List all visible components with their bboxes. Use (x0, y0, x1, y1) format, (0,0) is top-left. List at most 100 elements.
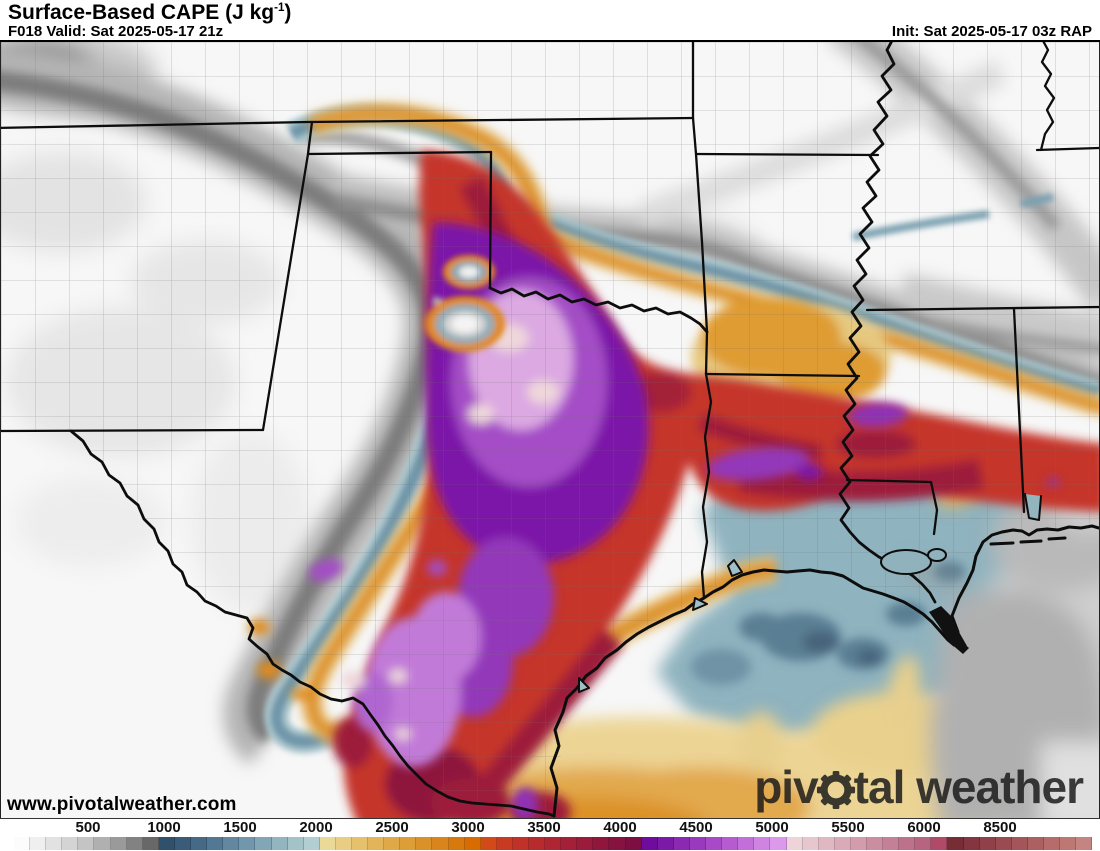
cape-map-canvas (1, 42, 1099, 818)
colorbar-segment (706, 837, 723, 850)
colorbar-segment (255, 837, 272, 850)
title-close: ) (284, 1, 292, 24)
colorbar-segment (271, 837, 288, 850)
logo-suffix: tal (853, 761, 906, 813)
rivers (69, 42, 937, 818)
colorbar-tick-label: 5500 (831, 819, 865, 836)
colorbar-segment (770, 837, 787, 850)
colorbar-segment (30, 837, 47, 850)
colorbar-segment (368, 837, 385, 850)
colorbar-segment (351, 837, 369, 850)
colorbar-segment (14, 837, 31, 850)
colorbar-segment (963, 837, 980, 850)
colorbar-segment (625, 837, 642, 850)
colorbar-segment (448, 837, 465, 850)
slate-blobs (691, 562, 965, 685)
pivotal-weather-logo: piv tal weather (754, 760, 1084, 814)
colorbar-segment (400, 837, 417, 850)
colorbar-segment (191, 837, 208, 850)
colorbar-segment (738, 837, 755, 850)
colorbar-segment (786, 837, 803, 850)
lakes-and-bays (578, 493, 1042, 693)
colorbar-segment (319, 837, 336, 850)
colorbar-segment (239, 837, 256, 850)
colorbar-segment (496, 837, 513, 850)
colorbar-tick-label: 2000 (299, 819, 333, 836)
colorbar-segment (883, 837, 900, 850)
init-time-label: Init: Sat 2025-05-17 03z RAP (891, 23, 1092, 40)
colorbar-segment (174, 837, 192, 850)
colorbar-footer: 500 1000 1500 2000 2500 3000 3500 4000 4500 5000 5… (0, 818, 1100, 851)
colorbar-tick-label: 2500 (375, 819, 409, 836)
colorbar-segment (689, 837, 707, 850)
colorbar-segment (110, 837, 127, 850)
header-bar: Surface-Based CAPE (J kg-1) F018 Valid: … (0, 0, 1100, 42)
colorbar-tick-label: 500 (75, 819, 101, 836)
colorbar-segment (866, 837, 884, 850)
colorbar-segment (78, 837, 95, 850)
colorbar-segment (834, 837, 851, 850)
colorbar-segment (529, 837, 546, 850)
colorbar-tick-label: 6000 (907, 819, 941, 836)
colorbar-segment (46, 837, 63, 850)
colorbar-tick-label: 4000 (603, 819, 637, 836)
colorbar-segment (432, 837, 449, 850)
colorbar-segment (1027, 837, 1044, 850)
coastline (549, 524, 1099, 818)
colorbar-segment (223, 837, 240, 850)
colorbar-segment (641, 837, 658, 850)
colorbar-segment (979, 837, 996, 850)
watermark-url: www.pivotalweather.com (7, 794, 237, 815)
colorbar-segment (1076, 837, 1093, 850)
colorbar-segment (931, 837, 948, 850)
colorbar-segment (577, 837, 594, 850)
colorbar-segment (561, 837, 578, 850)
colorbar-labels: 500 1000 1500 2000 2500 3000 3500 4000 4500 5000 5… (0, 819, 1100, 836)
colorbar-segment (1011, 837, 1028, 850)
colorbar-segment (899, 837, 916, 850)
colorbar-segment (995, 837, 1012, 850)
gear-icon (816, 770, 855, 810)
colorbar-segment (287, 837, 304, 850)
colorbar-segment (207, 837, 224, 850)
colorbar-segment (384, 837, 401, 850)
colorbar-segment (850, 837, 867, 850)
colorbar-segment (1044, 837, 1061, 850)
colorbar-segment (722, 837, 739, 850)
colorbar-tick-label: 3000 (451, 819, 485, 836)
colorbar-segment (142, 837, 159, 850)
colorbar-segment (126, 837, 143, 850)
logo-second-word: weather (916, 761, 1084, 813)
title-text: Surface-Based CAPE (J kg (8, 1, 275, 24)
cape-map: www.pivotalweather.com piv tal weather (0, 42, 1100, 818)
colorbar-segment (947, 837, 964, 850)
colorbar-segment (158, 837, 175, 850)
state-borders (1, 42, 1099, 818)
colorbar-segment (464, 837, 481, 850)
colorbar-segment (609, 837, 626, 850)
colorbar-segment (673, 837, 690, 850)
southeast-gray-field (907, 472, 1099, 818)
colorbar-segment (335, 837, 352, 850)
title-superscript: -1 (274, 2, 285, 14)
colorbar-segment (512, 837, 529, 850)
colorbar-segment (62, 837, 79, 850)
logo-prefix: piv (754, 761, 818, 813)
colorbar-tick-label: 1500 (223, 819, 257, 836)
colorbar-segment (915, 837, 932, 850)
valid-time-label: F018 Valid: Sat 2025-05-17 21z (8, 23, 224, 40)
colorbar-segment (94, 837, 111, 850)
colorbar-segment (480, 837, 497, 850)
colorbar-tick-label: 8500 (983, 819, 1017, 836)
colorbar-tick-label: 1000 (147, 819, 181, 836)
colorbar-tick-label: 5000 (755, 819, 789, 836)
colorbar-segment (416, 837, 433, 850)
colorbar-segment (593, 837, 610, 850)
colorbar (14, 837, 1093, 850)
colorbar-tick-label: 3500 (527, 819, 561, 836)
colorbar-segment (303, 837, 320, 850)
colorbar-segment (802, 837, 819, 850)
colorbar-segment (1060, 837, 1077, 850)
colorbar-segment (754, 837, 771, 850)
colorbar-segment (818, 837, 835, 850)
